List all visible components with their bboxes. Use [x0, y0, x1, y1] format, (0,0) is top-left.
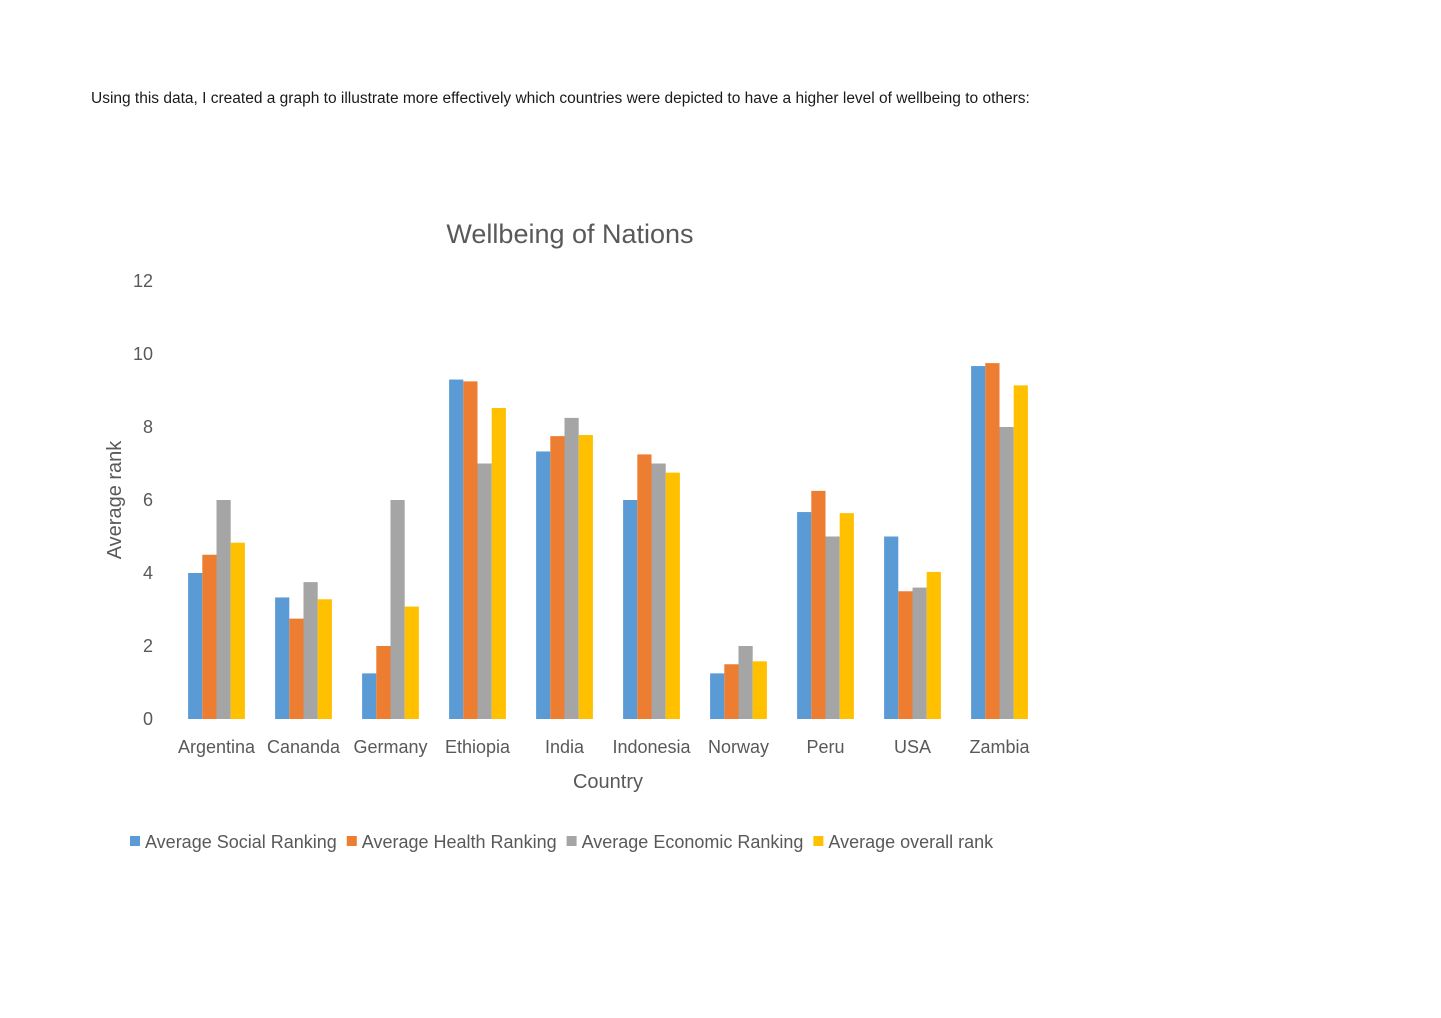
y-tick-label: 6 — [143, 490, 153, 510]
bar — [463, 381, 478, 720]
legend-label: Average Economic Ranking — [582, 832, 804, 852]
y-tick-label: 12 — [133, 271, 153, 291]
x-axis-title: Country — [573, 771, 643, 793]
legend-label: Average Health Ranking — [362, 832, 557, 852]
intro-text: Using this data, I created a graph to il… — [91, 90, 1030, 107]
bar — [390, 500, 405, 719]
bar — [926, 571, 941, 719]
x-tick-label: Peru — [806, 737, 844, 757]
bar — [738, 646, 753, 719]
bar — [289, 618, 304, 720]
bar — [797, 512, 812, 719]
bar — [971, 366, 986, 719]
legend-label: Average overall rank — [828, 832, 994, 852]
bar — [825, 536, 840, 719]
y-tick-label: 4 — [143, 563, 153, 583]
bar — [623, 500, 638, 719]
bar — [449, 379, 464, 719]
bar — [811, 490, 826, 720]
bar — [188, 573, 203, 719]
bar — [637, 454, 652, 720]
y-tick-label: 0 — [143, 709, 153, 729]
bar — [362, 673, 377, 720]
x-tick-label: Norway — [708, 737, 769, 757]
y-tick-label: 10 — [133, 344, 153, 364]
x-axis: Argentina Cananda Germany Ethiopia India Indo… — [178, 737, 1031, 757]
bar — [303, 582, 318, 720]
legend-swatch — [566, 836, 577, 846]
x-tick-label: Zambia — [969, 737, 1030, 757]
bar — [578, 435, 593, 719]
bar — [651, 463, 666, 719]
bar — [536, 451, 551, 719]
bar — [898, 591, 913, 719]
bar — [230, 542, 245, 719]
bar — [884, 536, 899, 719]
chart-title: Wellbeing of Nations — [446, 219, 693, 249]
bar — [550, 436, 565, 720]
legend-label: Average Social Ranking — [145, 832, 337, 852]
bar — [912, 587, 927, 719]
legend-swatch — [130, 836, 140, 846]
bar — [317, 599, 332, 719]
bar — [999, 427, 1014, 719]
bar — [275, 597, 290, 719]
bar — [710, 673, 725, 720]
y-axis-title: Average rank — [104, 440, 126, 560]
bar — [477, 463, 492, 719]
bar — [564, 417, 579, 720]
bar — [216, 500, 231, 719]
x-tick-label: Cananda — [267, 737, 341, 757]
bar — [724, 664, 739, 719]
y-tick-label: 2 — [143, 636, 153, 656]
bar — [985, 363, 1000, 720]
x-tick-label: Ethiopia — [445, 737, 511, 757]
y-tick-label: 8 — [143, 417, 153, 437]
x-tick-label: Argentina — [178, 737, 256, 757]
bar — [491, 408, 506, 719]
legend-swatch — [346, 836, 357, 846]
x-tick-label: USA — [894, 737, 931, 757]
x-tick-label: Indonesia — [612, 737, 691, 757]
x-tick-label: India — [545, 737, 585, 757]
bar — [1013, 385, 1028, 719]
bar — [202, 554, 217, 719]
x-tick-label: Germany — [353, 737, 427, 757]
bar — [839, 513, 854, 719]
legend-swatch — [813, 836, 824, 846]
bar — [665, 472, 680, 720]
bar — [376, 646, 391, 719]
bar — [752, 661, 767, 719]
bar — [404, 606, 419, 719]
y-axis: 0 2 4 6 8 10 12 — [133, 271, 153, 729]
bars — [188, 363, 1028, 720]
legend: Average Social Ranking Average Health Ran… — [130, 832, 994, 852]
